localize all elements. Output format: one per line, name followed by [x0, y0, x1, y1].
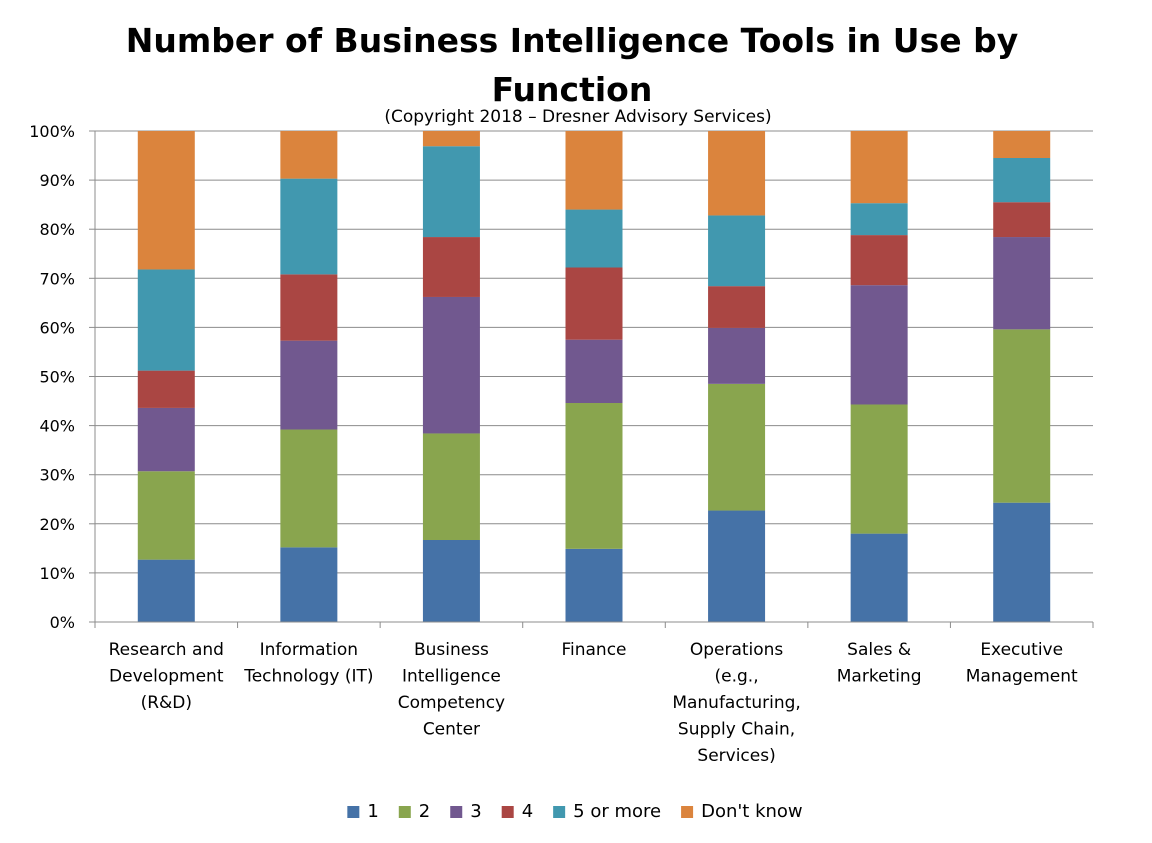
y-tick-label: 80%: [39, 220, 75, 239]
legend-label: 5 or more: [573, 801, 661, 822]
legend-swatch: [553, 806, 566, 818]
x-category-label: Business: [414, 640, 489, 660]
bar-segment: [280, 274, 338, 341]
bar-segment: [850, 131, 908, 204]
legend-swatch: [501, 806, 514, 818]
y-tick-label: 20%: [39, 515, 75, 534]
bar-segment: [850, 404, 908, 534]
bar-segment: [850, 533, 908, 622]
x-category-label: Services): [697, 746, 775, 766]
bar-segment: [565, 339, 623, 404]
x-category-label: Information: [260, 640, 358, 660]
bar-segment: [137, 370, 195, 408]
y-tick-label: 30%: [39, 466, 75, 485]
bar-segment: [850, 235, 908, 286]
bar-segment: [280, 131, 338, 179]
legend-label: 3: [470, 801, 481, 822]
bar-segment: [565, 267, 623, 340]
bar-segment: [708, 215, 766, 287]
x-category-label: Manufacturing,: [672, 693, 801, 713]
legend-label: Don't know: [701, 801, 803, 822]
y-tick-label: 60%: [39, 318, 75, 337]
legend: 1 2 3 4 5 or more Don't know: [347, 801, 803, 822]
y-tick-label: 90%: [39, 171, 75, 190]
chart-title-line-2: Function: [492, 70, 653, 109]
bar-segment: [565, 548, 623, 622]
bar-segment: [993, 158, 1051, 203]
bar-segment: [565, 403, 623, 549]
bar-segment: [993, 202, 1051, 238]
bar-segment: [850, 285, 908, 405]
x-category-label: Management: [966, 667, 1078, 687]
x-category-label: Executive: [980, 640, 1063, 660]
x-category-label: Sales &: [847, 640, 911, 660]
bar-segment: [993, 237, 1051, 330]
bar-segment: [708, 510, 766, 622]
bar-segment: [565, 131, 623, 210]
legend-swatch: [398, 806, 411, 818]
x-category-label: Intelligence: [402, 667, 501, 687]
bar-segment: [993, 131, 1051, 159]
x-category-label: Supply Chain,: [678, 720, 795, 740]
bar-segment: [137, 269, 195, 371]
bar-segment: [708, 327, 766, 384]
bar-segment: [137, 471, 195, 560]
x-category-label: (R&D): [141, 693, 192, 713]
bar-segment: [280, 178, 338, 275]
x-category-label: Center: [423, 720, 480, 740]
bar-segment: [565, 209, 623, 268]
legend-label: 1: [367, 801, 378, 822]
bar-segment: [422, 131, 480, 147]
bar-segment: [137, 559, 195, 622]
bar-segment: [422, 540, 480, 622]
y-tick-label: 50%: [39, 368, 75, 387]
legend-label: 4: [522, 801, 533, 822]
bar-segment: [708, 286, 766, 328]
bar-segment: [422, 146, 480, 238]
legend-swatch: [681, 806, 694, 818]
x-category-label: Competency: [398, 693, 505, 713]
bar-segment: [137, 131, 195, 270]
x-category-label: Development: [109, 667, 224, 687]
x-axis: Research and Development (R&D) Information T…: [94, 621, 1094, 766]
bar-segment: [280, 340, 338, 430]
bar-segment: [280, 547, 338, 622]
x-category-label: (e.g.,: [715, 667, 759, 687]
x-category-label: Operations: [690, 640, 784, 660]
bars: [137, 131, 1051, 622]
legend-swatch: [347, 806, 360, 818]
chart-subtitle: (Copyright 2018 – Dresner Advisory Servi…: [384, 107, 771, 127]
bar-segment: [422, 237, 480, 297]
bar-segment: [708, 131, 766, 216]
bar-segment: [280, 429, 338, 548]
bar-segment: [850, 203, 908, 236]
bar-segment: [137, 407, 195, 472]
bar-segment: [422, 296, 480, 434]
y-tick-label: 70%: [39, 269, 75, 288]
bar-segment: [993, 502, 1051, 622]
legend-swatch: [450, 806, 463, 818]
y-tick-label: 10%: [39, 564, 75, 583]
bar-segment: [993, 329, 1051, 503]
x-category-label: Finance: [561, 640, 626, 660]
chart-title-line-1: Number of Business Intelligence Tools in…: [126, 21, 1018, 60]
y-tick-label: 100%: [29, 122, 75, 141]
x-category-label: Marketing: [837, 667, 922, 687]
y-tick-label: 0%: [50, 613, 75, 632]
bar-segment: [708, 383, 766, 511]
x-category-label: Research and: [109, 640, 224, 660]
y-axis: 0% 10% 20% 30% 40% 50% 60% 70% 80% 90% 100%: [29, 122, 96, 632]
y-tick-label: 40%: [39, 417, 75, 436]
bar-segment: [422, 433, 480, 541]
legend-label: 2: [419, 801, 430, 822]
x-category-label: Technology (IT): [243, 667, 373, 687]
